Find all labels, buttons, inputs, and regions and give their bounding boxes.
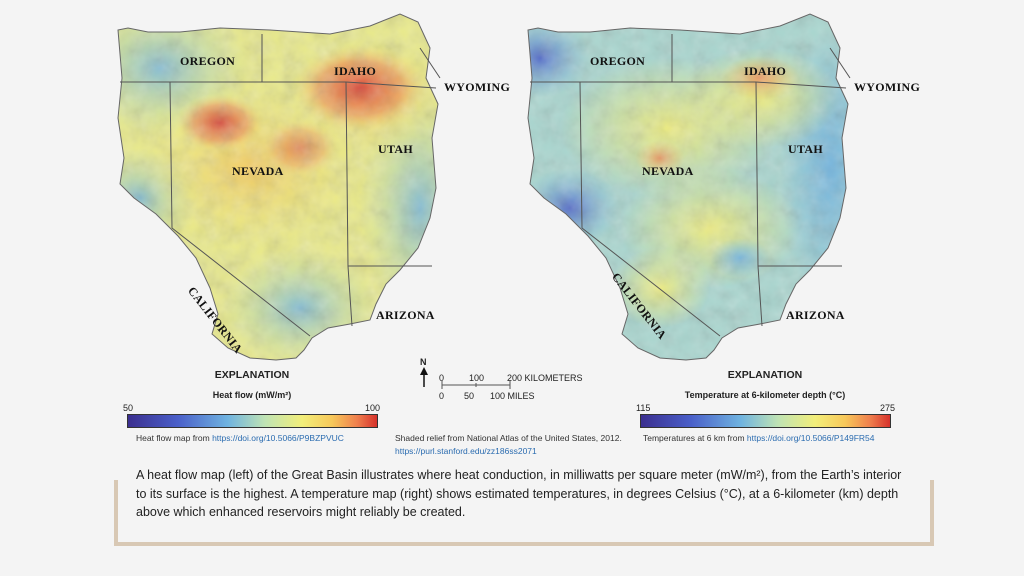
mi-tick-0: 0 <box>439 391 445 401</box>
scale-bar-graphic <box>420 367 511 389</box>
state-label-idaho: IDAHO <box>334 64 377 78</box>
figure-caption: A heat flow map (left) of the Great Basi… <box>136 468 902 519</box>
heat-flow-map: OREGON IDAHO WYOMING NEVADA UTAH CALIFOR… <box>100 8 520 368</box>
state-label-nevada: NEVADA <box>642 164 694 178</box>
legend-min: 115 <box>636 403 651 413</box>
relief-credit-text: Shaded relief from National Atlas of the… <box>395 433 622 443</box>
north-label: N <box>420 357 427 367</box>
legend-min: 50 <box>123 403 134 413</box>
legend-max: 100 <box>365 403 381 413</box>
heat-flow-color-ramp <box>127 414 378 428</box>
north-arrow-icon <box>420 367 428 375</box>
scale-bar: N 0 100 200 KILOMETERS 0 50 100 MILES <box>416 357 596 407</box>
temperature-color-ramp <box>640 414 891 428</box>
relief-credit-link[interactable]: https://purl.stanford.edu/zz186ss2071 <box>395 446 537 456</box>
state-label-arizona: ARIZONA <box>786 308 845 322</box>
credit-text: Temperatures at 6 km from <box>643 433 747 443</box>
state-label-utah: UTAH <box>378 142 413 156</box>
legend-subtitle: Temperature at 6-kilometer depth (°C) <box>684 390 846 400</box>
temperature-legend: EXPLANATION Temperature at 6-kilometer d… <box>640 369 890 400</box>
heat-flow-map-graphic <box>117 13 441 361</box>
credit-text: Heat flow map from <box>136 433 213 443</box>
legend-title: EXPLANATION <box>727 369 803 381</box>
heat-flow-credit: Heat flow map from https://doi.org/10.50… <box>136 433 344 443</box>
temperature-credit-link[interactable]: https://doi.org/10.5066/P149FR54 <box>746 433 875 443</box>
heat-flow-credit-link[interactable]: https://doi.org/10.5066/P9BZPVUC <box>212 433 344 443</box>
mi-tick-50: 50 <box>464 391 475 401</box>
temperature-map: OREGON IDAHO WYOMING NEVADA UTAH CALIFOR… <box>510 8 930 368</box>
mi-tick-100: 100 MILES <box>490 391 535 401</box>
state-label-oregon: OREGON <box>590 54 646 68</box>
km-tick-0: 0 <box>439 373 445 383</box>
state-label-wyoming: WYOMING <box>854 80 921 94</box>
state-label-wyoming: WYOMING <box>444 80 511 94</box>
km-tick-200: 200 KILOMETERS <box>507 373 583 383</box>
legend-max: 275 <box>880 403 896 413</box>
relief-credit: Shaded relief from National Atlas of the… <box>395 432 622 458</box>
legend-subtitle: Heat flow (mW/m²) <box>212 390 292 400</box>
state-label-oregon: OREGON <box>180 54 236 68</box>
state-label-arizona: ARIZONA <box>376 308 435 322</box>
km-tick-100: 100 <box>469 373 485 383</box>
temperature-map-graphic <box>527 13 851 361</box>
caption-frame <box>114 480 934 546</box>
heat-flow-legend: EXPLANATION Heat flow (mW/m²) <box>127 369 377 400</box>
legend-title: EXPLANATION <box>214 369 290 381</box>
state-label-utah: UTAH <box>788 142 823 156</box>
state-label-idaho: IDAHO <box>744 64 787 78</box>
temperature-credit: Temperatures at 6 km from https://doi.or… <box>643 433 875 443</box>
state-label-nevada: NEVADA <box>232 164 284 178</box>
